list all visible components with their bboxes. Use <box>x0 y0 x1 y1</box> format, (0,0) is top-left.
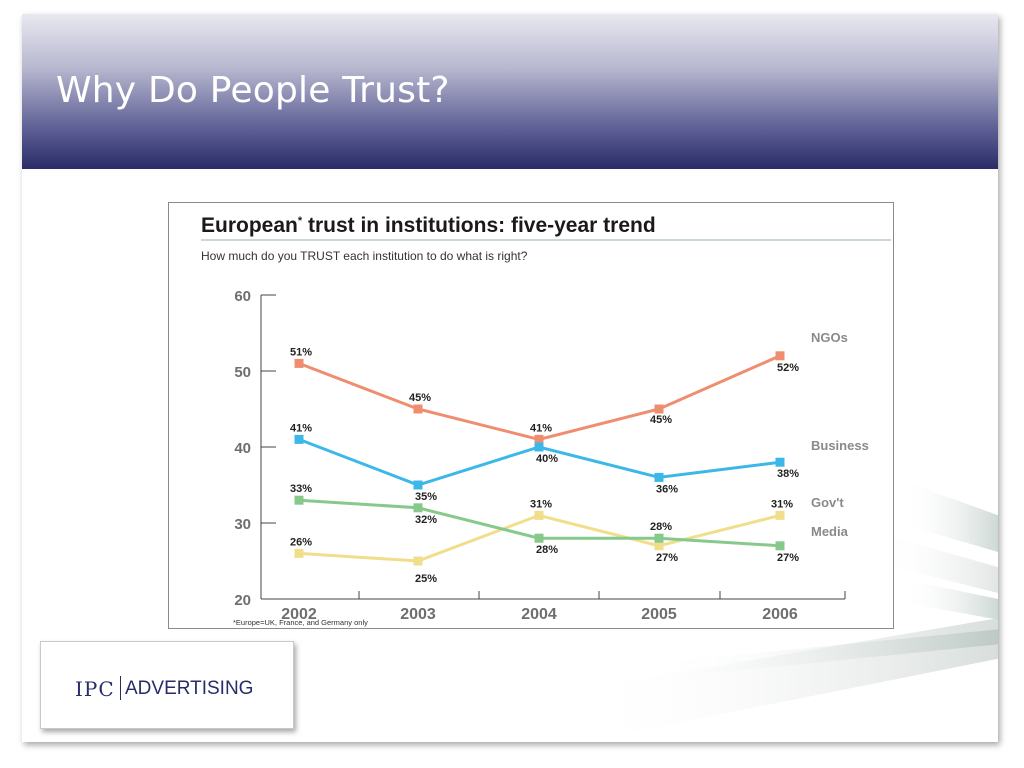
slide-header: Why Do People Trust? <box>22 14 998 169</box>
trust-line-chart: European* trust in institutions: five-ye… <box>201 214 891 627</box>
slide-title: Why Do People Trust? <box>56 70 450 111</box>
series-label: Media <box>811 524 849 539</box>
y-tick-label: 50 <box>234 364 251 381</box>
data-point <box>534 434 544 444</box>
y-tick-label: 20 <box>234 592 251 609</box>
decorative-photo-stack <box>582 484 998 734</box>
data-point <box>294 495 304 505</box>
x-tick-label: 2002 <box>281 606 317 623</box>
data-label: 31% <box>530 498 552 510</box>
data-point <box>294 548 304 558</box>
x-tick-label: 2005 <box>641 606 677 623</box>
series-markers <box>294 351 785 566</box>
chart-footnote: *Europe=UK, France, and Germany only <box>233 618 368 627</box>
data-point <box>654 533 664 543</box>
data-point <box>413 404 423 414</box>
data-point <box>413 556 423 566</box>
data-point <box>534 442 544 452</box>
data-label: 27% <box>777 552 799 564</box>
data-point <box>654 541 664 551</box>
data-point <box>413 503 423 513</box>
data-label: 45% <box>650 414 672 426</box>
ipc-advertising-logo: IPC ADVERTISING <box>40 641 294 729</box>
chart-panel: European* trust in institutions: five-ye… <box>168 202 894 629</box>
x-tick-label: 2003 <box>400 606 436 623</box>
data-point <box>775 541 785 551</box>
data-label: 40% <box>536 453 558 465</box>
data-label: 26% <box>290 536 312 548</box>
data-label: 41% <box>290 422 312 434</box>
axes: 20 30 40 50 60 2002 2003 2004 2005 2006 <box>234 288 846 623</box>
data-label: 28% <box>650 521 672 533</box>
data-label: 36% <box>656 483 678 495</box>
data-label: 25% <box>415 573 437 585</box>
data-point <box>294 434 304 444</box>
data-label: 45% <box>409 392 431 404</box>
data-point <box>654 404 664 414</box>
chart-subtitle: How much do you TRUST each institution t… <box>201 249 528 263</box>
logo-text: ADVERTISING <box>125 678 254 699</box>
data-label: 52% <box>777 362 799 374</box>
logo-separator <box>120 676 121 700</box>
data-label: 33% <box>290 483 312 495</box>
series-label: NGOs <box>811 330 848 345</box>
data-point <box>775 510 785 520</box>
y-tick-label: 60 <box>234 288 251 305</box>
data-point <box>534 510 544 520</box>
data-point <box>534 533 544 543</box>
data-point <box>654 472 664 482</box>
data-point <box>775 457 785 467</box>
x-tick-label: 2006 <box>762 606 798 623</box>
y-tick-label: 30 <box>234 516 251 533</box>
data-label: 51% <box>290 346 312 358</box>
chart-title: European* trust in institutions: five-ye… <box>201 214 656 237</box>
data-labels: 51% 45% 41% 45% 52% NGOs 41% 35% 40% 36% 38% Busine… <box>290 330 869 585</box>
series-label: Business <box>811 438 869 453</box>
data-label: 31% <box>771 498 793 510</box>
x-tick-label: 2004 <box>521 606 557 623</box>
slide: Why Do People Trust? European* trust in … <box>22 14 998 742</box>
data-label: 32% <box>415 514 437 526</box>
series-label: Gov't <box>811 495 844 510</box>
logo-mark: IPC <box>75 677 115 701</box>
y-tick-label: 40 <box>234 440 251 457</box>
data-label: 28% <box>536 544 558 556</box>
data-point <box>775 351 785 361</box>
data-label: 35% <box>415 491 437 503</box>
data-label: 27% <box>656 552 678 564</box>
data-point <box>413 480 423 490</box>
data-label: 41% <box>530 422 552 434</box>
data-point <box>294 358 304 368</box>
data-label: 38% <box>777 468 799 480</box>
